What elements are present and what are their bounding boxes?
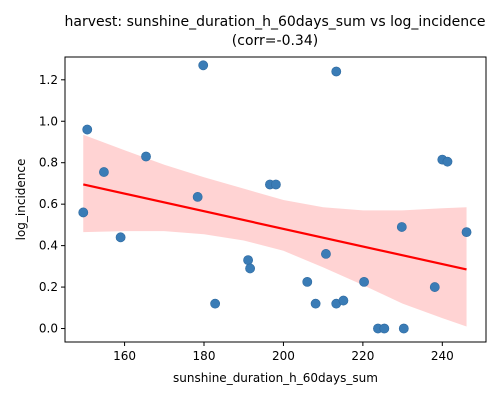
x-tick-label: 200 [272, 349, 295, 363]
data-point [192, 192, 203, 202]
plot-frame [64, 56, 487, 343]
data-point [99, 167, 109, 177]
x-axis-ticks: 160 180 200 220 240 [113, 342, 454, 363]
data-point [310, 298, 321, 309]
y-tick-label: 0.2 [39, 280, 58, 294]
x-tick-label: 240 [431, 349, 454, 363]
x-tick-label: 160 [113, 349, 136, 363]
y-tick-label: 1.2 [39, 73, 58, 87]
y-axis-ticks: 0.0 0.2 0.4 0.6 0.8 1.0 1.2 [39, 73, 65, 336]
y-tick-label: 0.8 [39, 156, 58, 170]
data-point [198, 60, 209, 71]
data-point [331, 66, 342, 77]
points-layer [78, 60, 472, 334]
x-tick-label: 220 [351, 349, 374, 363]
data-point [245, 263, 255, 274]
data-point [115, 232, 126, 243]
y-tick-label: 0.4 [39, 239, 58, 253]
data-point [302, 276, 313, 287]
regression-line-layer [83, 183, 467, 271]
data-point [461, 227, 472, 238]
data-point [379, 323, 390, 334]
y-tick-label: 0.0 [39, 322, 58, 336]
data-point [398, 323, 409, 334]
data-point [429, 282, 440, 292]
data-point [141, 151, 151, 162]
y-axis-label: log_incidence [14, 159, 28, 241]
confidence-band [83, 134, 467, 327]
data-point [442, 156, 453, 167]
data-point [270, 179, 281, 190]
chart-title: harvest: sunshine_duration_h_60days_sum … [65, 14, 486, 30]
data-point [82, 124, 93, 135]
y-tick-label: 1.0 [39, 114, 58, 128]
data-point [243, 255, 253, 266]
regression-line [83, 183, 467, 271]
chart-subtitle: (corr=-0.34) [232, 33, 318, 49]
x-axis-label: sunshine_duration_h_60days_sum [173, 371, 378, 385]
data-point [321, 249, 331, 259]
x-tick-label: 180 [193, 349, 216, 363]
y-tick-label: 0.6 [39, 197, 58, 211]
data-point [210, 298, 221, 309]
data-point [396, 222, 407, 232]
data-point [78, 207, 89, 218]
data-point [359, 276, 369, 287]
data-point [338, 295, 349, 306]
confidence-band-layer [83, 134, 467, 327]
